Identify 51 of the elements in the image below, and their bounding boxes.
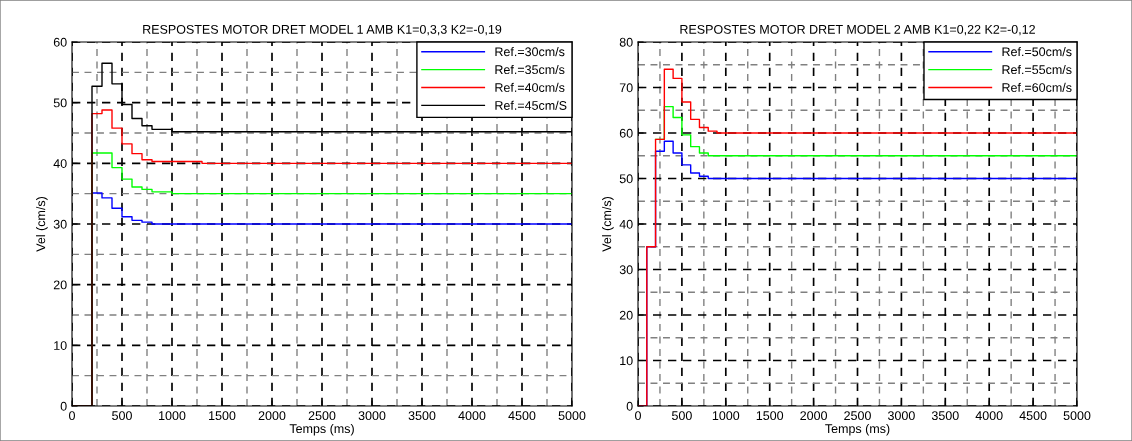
x-tick-label: 0	[635, 411, 641, 421]
x-tick-label: 2500	[308, 411, 336, 421]
y-tick-label: 0	[626, 401, 633, 411]
y-tick-label: 10	[54, 341, 67, 350]
x-tick-label: 4500	[508, 411, 536, 421]
y-tick-label: 30	[619, 265, 633, 275]
x-tick-label: 5000	[1063, 411, 1091, 421]
legend-label: Ref.=45cm/S	[495, 100, 567, 110]
y-axis-title: Vel (cm/s)	[602, 196, 614, 252]
legend-label: Ref.=40cm/s	[495, 82, 565, 92]
legend-label: Ref.=50cm/s	[1002, 47, 1072, 57]
y-tick-label: 20	[619, 310, 633, 320]
y-tick-label: 80	[619, 37, 633, 47]
x-tick-label: 3000	[887, 411, 915, 421]
chart-title: RESPOSTES MOTOR DRET MODEL 1 AMB K1=0,3,3 K2=-0,19	[143, 24, 502, 36]
y-tick-label: 50	[619, 174, 633, 184]
x-tick-label: 0	[69, 411, 75, 421]
y-tick-label: 10	[620, 356, 633, 366]
y-tick-label: 0	[60, 401, 67, 411]
legend-label: Ref.=55cm/s	[1002, 64, 1072, 75]
x-tick-label: 3500	[408, 411, 436, 421]
y-tick-label: 30	[53, 219, 67, 229]
legend-label: Ref.=35cm/s	[495, 64, 565, 75]
x-axis-title: Temps (ms)	[825, 423, 890, 436]
x-axis-title: Temps (ms)	[289, 423, 354, 436]
y-tick-label: 40	[53, 159, 67, 168]
x-tick-label: 1000	[712, 411, 740, 421]
x-tick-label: 500	[671, 411, 692, 421]
y-tick-label: 20	[53, 280, 67, 290]
x-tick-label: 500	[112, 411, 132, 421]
x-tick-label: 3500	[931, 411, 959, 421]
x-tick-label: 2500	[844, 411, 871, 421]
x-tick-label: 5000	[558, 411, 586, 421]
y-tick-label: 60	[53, 37, 67, 47]
y-tick-label: 60	[619, 128, 633, 138]
x-tick-label: 1000	[159, 411, 186, 421]
y-axis-title: Vel (cm/s)	[36, 196, 48, 252]
legend-label: Ref.=30cm/s	[495, 47, 565, 57]
x-tick-label: 3000	[358, 411, 386, 421]
x-tick-label: 4500	[1019, 411, 1047, 421]
x-tick-label: 1500	[756, 411, 784, 421]
x-tick-label: 4000	[458, 411, 486, 421]
legend-label: Ref.=60cm/s	[1002, 82, 1072, 92]
x-tick-label: 4000	[975, 411, 1003, 421]
x-tick-label: 2000	[258, 411, 286, 421]
y-tick-label: 50	[53, 98, 67, 108]
chart-title: RESPOSTES MOTOR DRET MODEL 2 AMB K1=0,22 K2=-0,12	[680, 24, 1035, 36]
y-tick-label: 40	[619, 219, 633, 229]
x-tick-label: 1500	[209, 411, 236, 421]
y-tick-label: 70	[619, 83, 633, 93]
x-tick-label: 2000	[800, 411, 828, 421]
